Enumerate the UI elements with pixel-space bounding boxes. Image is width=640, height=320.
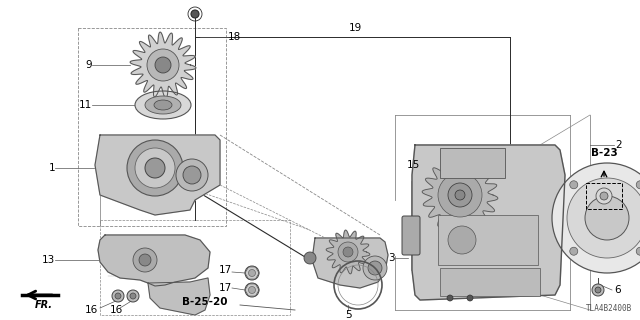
Circle shape <box>130 293 136 299</box>
Text: B-25-20: B-25-20 <box>182 297 228 307</box>
Circle shape <box>636 247 640 255</box>
FancyBboxPatch shape <box>402 216 420 255</box>
Bar <box>440 268 540 296</box>
Polygon shape <box>148 278 210 315</box>
Circle shape <box>595 287 601 293</box>
Circle shape <box>245 266 259 280</box>
Circle shape <box>567 178 640 258</box>
Polygon shape <box>98 235 210 286</box>
Ellipse shape <box>154 100 172 110</box>
Text: TLA4B2400B: TLA4B2400B <box>586 304 632 313</box>
Circle shape <box>552 163 640 273</box>
Text: 3: 3 <box>388 253 395 263</box>
Circle shape <box>145 158 165 178</box>
Circle shape <box>176 159 208 191</box>
Circle shape <box>248 286 255 293</box>
Circle shape <box>343 247 353 257</box>
Circle shape <box>133 248 157 272</box>
Circle shape <box>304 252 316 264</box>
Circle shape <box>115 293 121 299</box>
Circle shape <box>448 226 476 254</box>
Text: 6: 6 <box>614 285 621 295</box>
Ellipse shape <box>145 96 181 114</box>
Circle shape <box>112 290 124 302</box>
Text: 4: 4 <box>614 180 621 190</box>
Bar <box>440 148 505 178</box>
Circle shape <box>127 140 183 196</box>
Text: 15: 15 <box>407 160 420 170</box>
Circle shape <box>155 57 171 73</box>
Text: 16: 16 <box>110 305 124 315</box>
Text: 2: 2 <box>615 140 621 150</box>
Polygon shape <box>95 135 220 215</box>
Ellipse shape <box>135 91 191 119</box>
Bar <box>78 28 226 226</box>
Circle shape <box>636 181 640 189</box>
Text: 1: 1 <box>49 163 55 173</box>
Circle shape <box>338 242 358 262</box>
Circle shape <box>448 183 472 207</box>
Bar <box>100 220 290 315</box>
Circle shape <box>438 173 482 217</box>
Circle shape <box>363 256 387 280</box>
Circle shape <box>183 166 201 184</box>
Circle shape <box>191 10 199 18</box>
Text: 5: 5 <box>345 310 351 320</box>
Circle shape <box>455 190 465 200</box>
Circle shape <box>127 290 139 302</box>
Text: FR.: FR. <box>35 300 53 310</box>
Circle shape <box>447 295 453 301</box>
Text: 13: 13 <box>42 255 55 265</box>
Text: 18: 18 <box>228 32 241 42</box>
Text: 11: 11 <box>79 100 92 110</box>
Text: 17: 17 <box>219 283 232 293</box>
Text: 9: 9 <box>85 60 92 70</box>
Circle shape <box>248 269 255 276</box>
Circle shape <box>139 254 151 266</box>
Circle shape <box>570 247 578 255</box>
Polygon shape <box>312 238 388 288</box>
Circle shape <box>600 192 608 200</box>
Circle shape <box>592 284 604 296</box>
Text: B-23: B-23 <box>591 148 618 158</box>
Circle shape <box>585 196 629 240</box>
Text: 16: 16 <box>84 305 98 315</box>
Circle shape <box>467 295 473 301</box>
Polygon shape <box>412 145 565 300</box>
Polygon shape <box>130 32 196 98</box>
Circle shape <box>368 261 382 275</box>
Circle shape <box>147 49 179 81</box>
Bar <box>586 183 622 209</box>
Circle shape <box>596 188 612 204</box>
Polygon shape <box>422 157 498 233</box>
Text: 19: 19 <box>348 23 362 33</box>
Circle shape <box>245 283 259 297</box>
Bar <box>438 215 538 265</box>
Circle shape <box>135 148 175 188</box>
Circle shape <box>570 181 578 189</box>
Text: 17: 17 <box>219 265 232 275</box>
Polygon shape <box>326 230 370 274</box>
